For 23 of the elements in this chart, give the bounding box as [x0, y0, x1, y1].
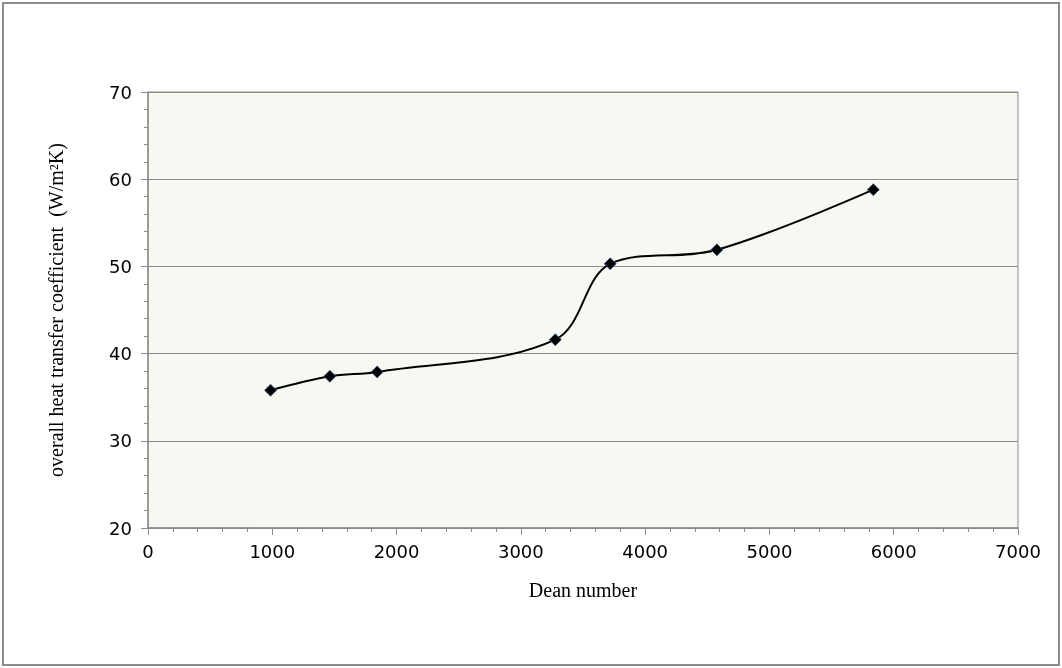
- point: [710, 243, 724, 257]
- x-tick-label: 6000: [870, 540, 917, 562]
- x-tick-label: 7000: [995, 540, 1041, 562]
- x-tick-label: 4000: [622, 540, 669, 562]
- x-tick-label: 1000: [249, 540, 296, 562]
- y-tick-label: 20: [109, 517, 132, 539]
- x-tick-label: 2000: [373, 540, 420, 562]
- point: [548, 333, 562, 347]
- point: [603, 257, 617, 271]
- y-tick-label: 60: [109, 168, 132, 190]
- point: [323, 369, 337, 383]
- point: [370, 365, 384, 379]
- y-tick-label: 30: [109, 430, 132, 452]
- point: [866, 183, 880, 197]
- y-tick-label: 40: [109, 343, 132, 365]
- x-tick-label: 3000: [497, 540, 544, 562]
- x-tick-label: 5000: [746, 540, 793, 562]
- x-tick-label: 0: [142, 540, 154, 562]
- x-axis-title: Dean number: [528, 579, 638, 601]
- y-tick-label: 50: [109, 255, 132, 277]
- y-tick-label: 70: [109, 81, 132, 103]
- y-axis-title: overall heat transfer coefficient (W/m²K): [45, 143, 68, 477]
- point: [264, 383, 277, 397]
